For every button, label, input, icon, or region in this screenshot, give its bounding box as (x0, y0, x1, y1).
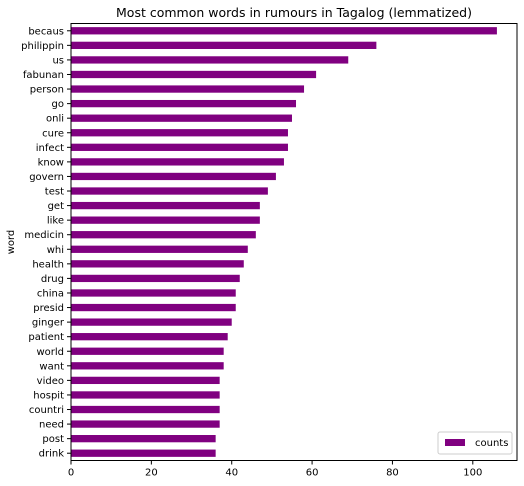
bar-patient (71, 333, 228, 341)
bar-fabunan (71, 70, 317, 79)
bar-get (71, 201, 260, 210)
y-tick-label: video (37, 376, 64, 387)
y-tick-label: get (48, 201, 65, 212)
bar-cure (71, 129, 288, 137)
y-tick-label: drug (41, 274, 64, 285)
y-tick-label: like (47, 216, 64, 227)
y-tick-label: us (52, 55, 64, 66)
y-tick-label: infect (36, 143, 64, 154)
legend-swatch (445, 439, 465, 446)
legend-label: counts (475, 438, 508, 449)
y-tick-label: drink (39, 449, 65, 460)
y-tick-label: govern (29, 172, 64, 183)
x-tick-label: 40 (225, 468, 238, 479)
y-tick-label: onli (46, 114, 64, 125)
bar-world (71, 347, 224, 355)
y-tick-label: health (32, 259, 64, 270)
y-tick-label: person (30, 85, 64, 96)
bar-video (71, 376, 220, 385)
bar-ginger (71, 318, 232, 326)
bar-need (71, 420, 220, 428)
bars-group (71, 27, 497, 457)
y-tick-label: becaus (28, 26, 64, 37)
y-tick-label: medicin (24, 230, 64, 241)
x-tick-label: 20 (145, 468, 158, 479)
bar-onli (71, 114, 292, 122)
bar-infect (71, 143, 288, 151)
bar-want (71, 362, 224, 370)
x-tick-label: 100 (463, 468, 482, 479)
bar-test (71, 187, 268, 195)
bar-govern (71, 172, 276, 181)
y-tick-label: ginger (32, 318, 65, 329)
bar-like (71, 216, 260, 224)
bar-person (71, 85, 305, 93)
bar-whi (71, 245, 248, 253)
x-tick-label: 60 (306, 468, 319, 479)
bar-presid (71, 303, 236, 312)
x-tick-label: 80 (386, 468, 399, 479)
y-ticks-group: becaus philippin us fabunan person go onli cure… (21, 26, 71, 460)
y-tick-label: countri (29, 405, 64, 416)
bar-drink (71, 449, 216, 457)
y-tick-label: hospit (33, 390, 64, 401)
bar-drug (71, 274, 240, 283)
y-tick-label: china (37, 288, 64, 299)
x-tick-label: 0 (68, 468, 74, 479)
bar-hospit (71, 391, 220, 399)
y-tick-label: fabunan (23, 70, 64, 81)
x-ticks-group: 0 20 40 60 80 100 (68, 460, 482, 479)
bar-us (71, 56, 349, 64)
bar-health (71, 260, 244, 268)
y-tick-label: post (42, 434, 64, 445)
y-axis-label: word (6, 230, 17, 255)
bar-philippin (71, 41, 377, 49)
y-tick-label: know (38, 157, 64, 168)
y-tick-label: patient (28, 332, 64, 343)
bar-becaus (71, 27, 497, 35)
bar-china (71, 289, 236, 297)
y-tick-label: go (52, 99, 64, 110)
legend-box (437, 431, 513, 455)
y-tick-label: world (36, 347, 64, 358)
bar-countri (71, 405, 220, 414)
y-tick-label: test (45, 187, 64, 198)
bar-post (71, 435, 216, 443)
bar-know (71, 158, 284, 166)
y-tick-label: cure (42, 128, 64, 139)
bar-medicin (71, 231, 256, 239)
legend: counts (437, 431, 513, 455)
y-tick-label: need (39, 420, 64, 431)
y-tick-label: philippin (21, 41, 64, 52)
y-tick-label: presid (33, 303, 64, 314)
chart-title: Most common words in rumours in Tagalog … (116, 5, 472, 20)
plot-frame (70, 23, 518, 461)
bar-go (71, 99, 297, 108)
y-tick-label: whi (47, 245, 64, 256)
y-tick-label: want (39, 361, 64, 372)
